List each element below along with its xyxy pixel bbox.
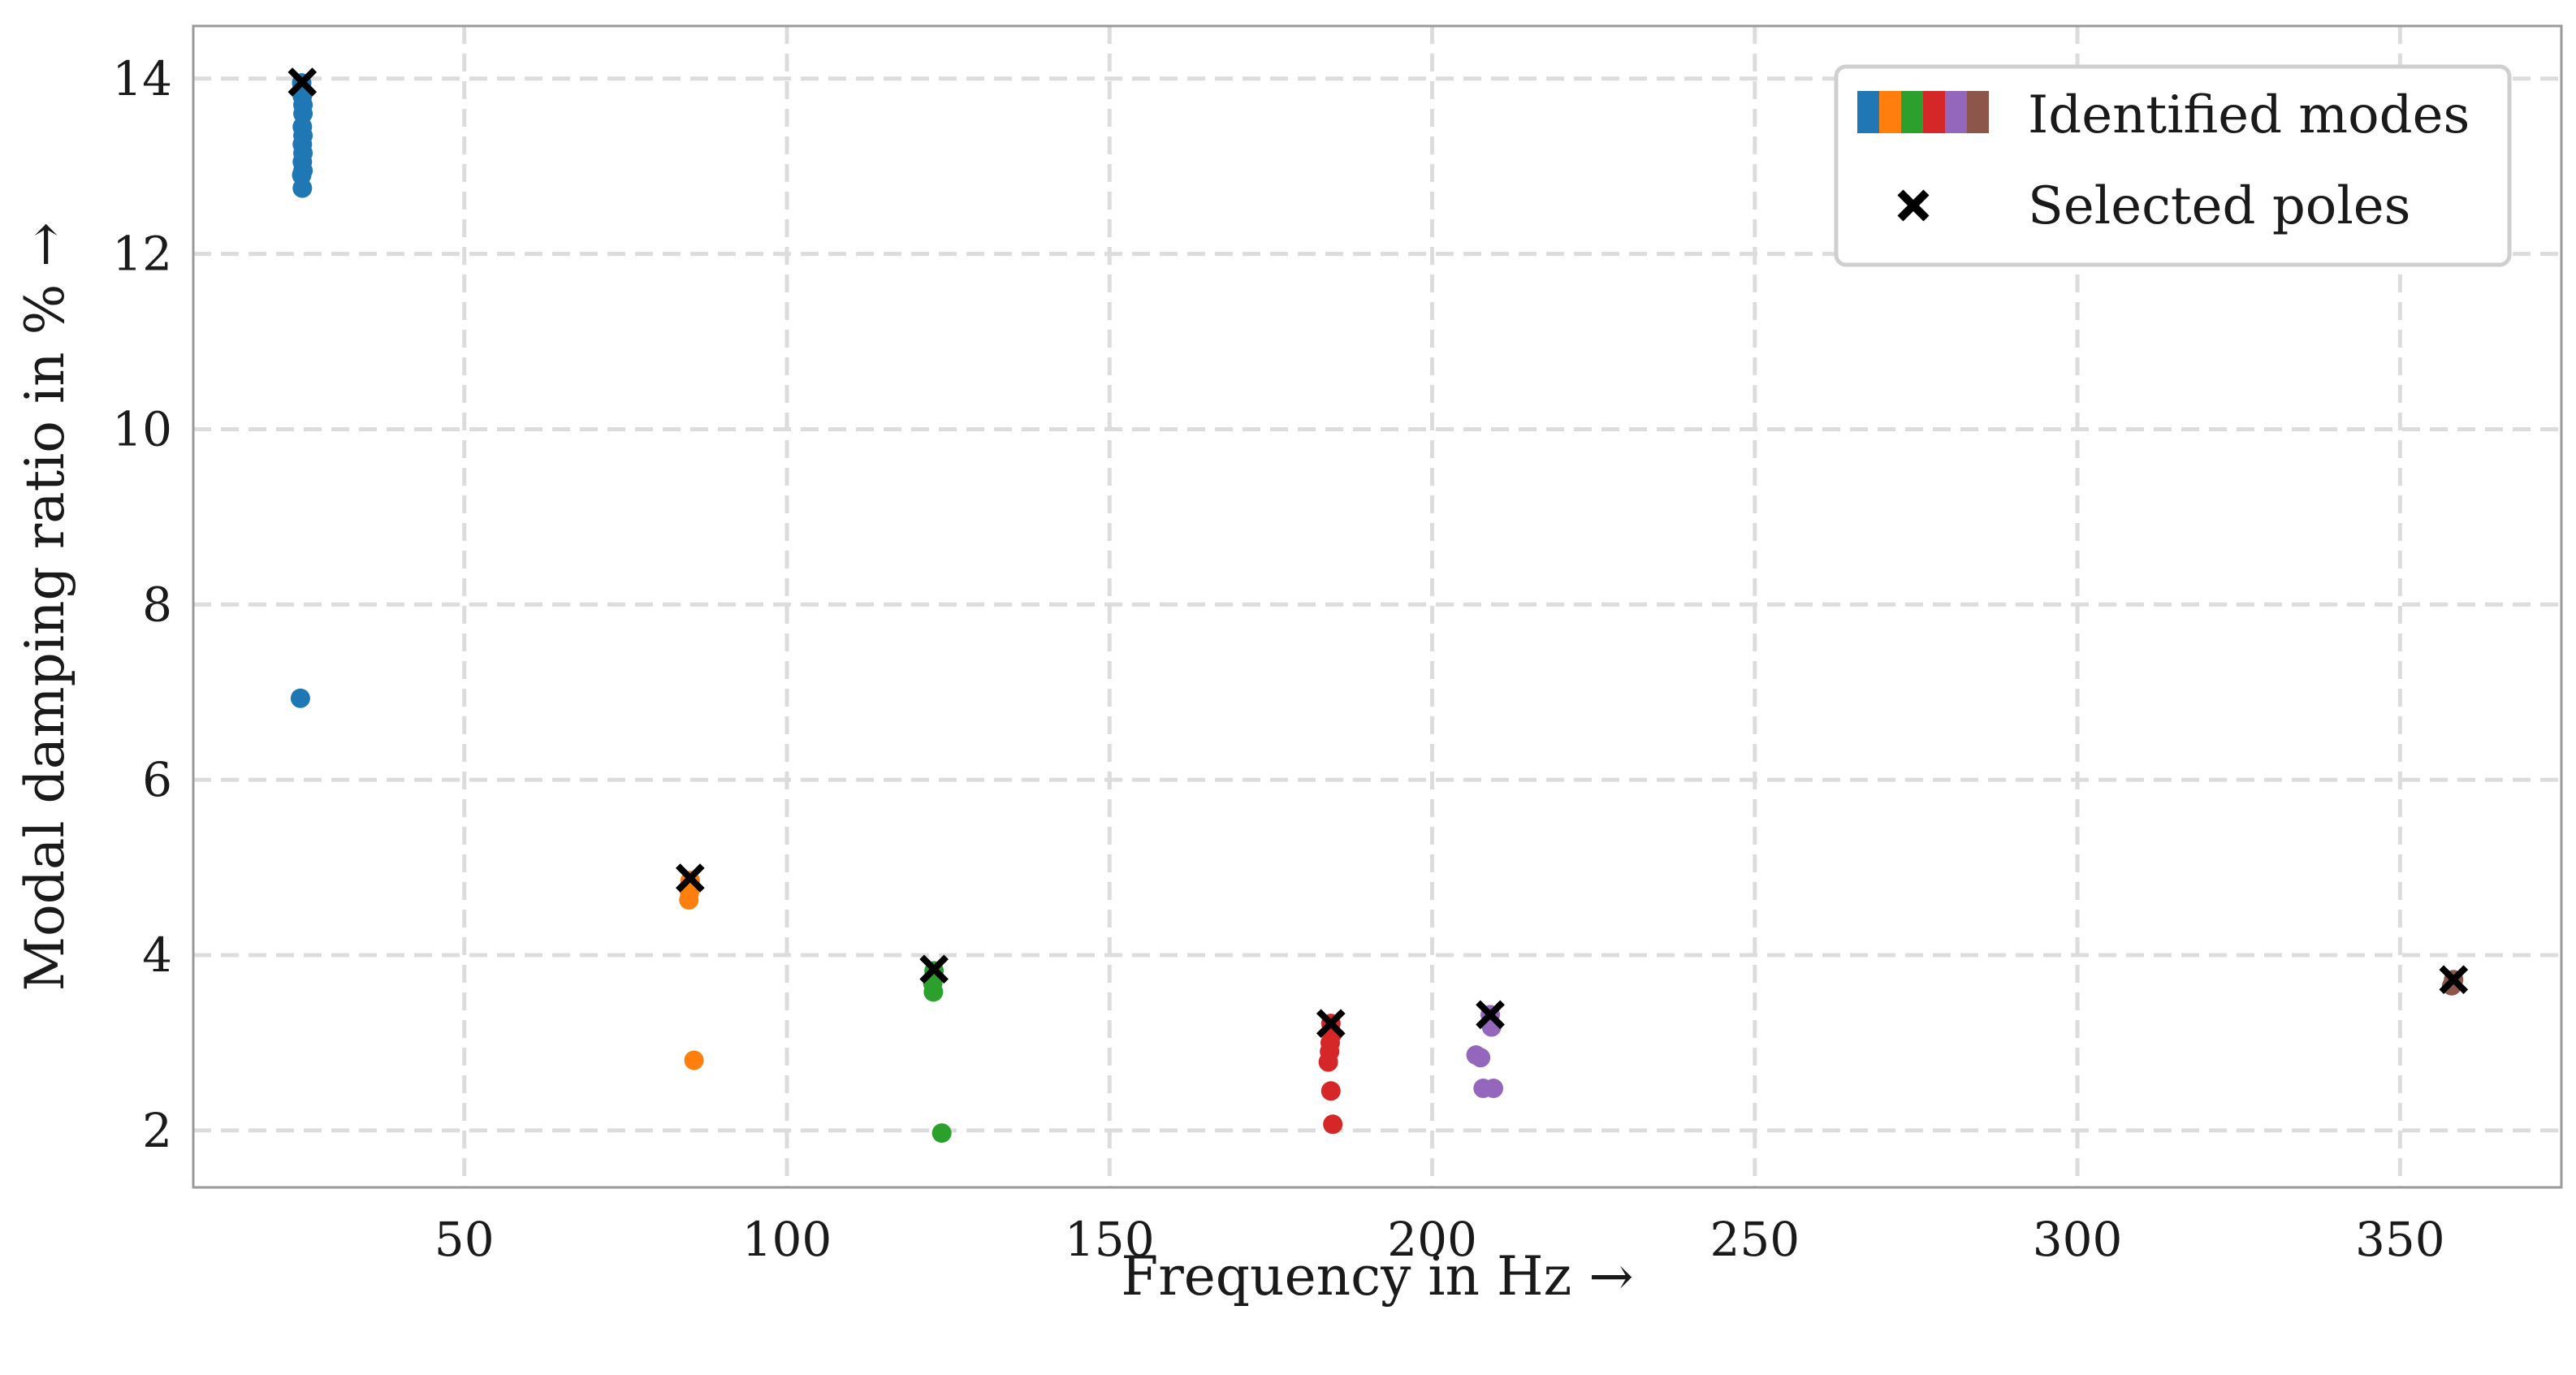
legend-strip-swatch-3 [1901, 91, 1923, 133]
selected-pole-stroke-b [1316, 1009, 1346, 1039]
selected-pole-3 [919, 954, 949, 984]
point-mode-5-4 [1471, 1048, 1491, 1068]
point-mode-3-3 [923, 982, 944, 1002]
legend-box [1834, 64, 2512, 267]
x-axis-ticks: 50 100 150 200 250 300 350 [434, 1212, 2445, 1267]
y-tick-label-10: 10 [112, 401, 172, 456]
legend-strip-swatch-4 [1923, 91, 1945, 133]
x-tick-label-300: 300 [2033, 1212, 2123, 1267]
x-tick-label-50: 50 [434, 1212, 495, 1267]
x-tick-label-100: 100 [742, 1212, 832, 1267]
selected-pole-stroke-b [675, 863, 705, 893]
point-mode-3-4 [931, 1123, 952, 1144]
x-tick-label-250: 250 [1709, 1212, 1800, 1267]
y-tick-label-14: 14 [112, 51, 172, 106]
selected-pole-5 [1476, 1000, 1505, 1030]
selected-pole-stroke-b [2439, 965, 2469, 995]
y-tick-label-6: 6 [142, 752, 172, 807]
x-axis-label: Frequency in Hz → [1121, 1245, 1633, 1308]
y-tick-label-2: 2 [142, 1103, 172, 1158]
y-tick-label-4: 4 [142, 927, 172, 983]
selected-pole-2 [675, 863, 705, 893]
x-tick-label-350: 350 [2355, 1212, 2445, 1267]
point-mode-4-7 [1323, 1114, 1343, 1135]
selected-pole-4 [1316, 1009, 1346, 1039]
selected-poles [287, 67, 2469, 1039]
legend-label-selected-poles: Selected poles [2028, 176, 2411, 236]
x-tick-label-150: 150 [1065, 1212, 1155, 1267]
selected-pole-1 [287, 67, 318, 97]
legend-strip-swatch-1 [1857, 91, 1879, 133]
plot-area-frame [192, 24, 2563, 1189]
y-axis-ticks: 2 4 6 8 10 12 14 [112, 51, 172, 1158]
selected-pole-stroke-b [1476, 1000, 1505, 1030]
legend-strip-swatch-2 [1879, 91, 1901, 133]
point-mode-2-4 [684, 1050, 704, 1070]
legend-strip-swatch-6 [1967, 91, 1989, 133]
legend-label-identified-modes: Identified modes [2028, 85, 2470, 145]
point-mode-2-3 [679, 890, 699, 910]
y-tick-label-8: 8 [142, 577, 172, 632]
legend-strip-swatch-5 [1945, 91, 1967, 133]
series-5 [1466, 1005, 1504, 1099]
x-tick-label-200: 200 [1387, 1212, 1477, 1267]
point-mode-5-6 [1484, 1079, 1504, 1099]
point-mode-1-12 [292, 178, 313, 198]
y-axis-label: Modal damping ratio in % → [14, 222, 76, 991]
selected-pole-6 [2439, 965, 2469, 995]
legend: Identified modes Selected poles [1834, 64, 2512, 267]
selected-pole-stroke-b [919, 954, 949, 984]
legend-color-strip-icon [1857, 91, 1989, 133]
point-mode-4-5 [1318, 1052, 1338, 1072]
selected-pole-stroke-b [287, 67, 318, 97]
legend-x-marker-icon [1897, 189, 1930, 222]
y-tick-label-12: 12 [112, 227, 172, 282]
point-mode-4-6 [1320, 1081, 1341, 1101]
point-mode-1-13 [290, 688, 310, 708]
